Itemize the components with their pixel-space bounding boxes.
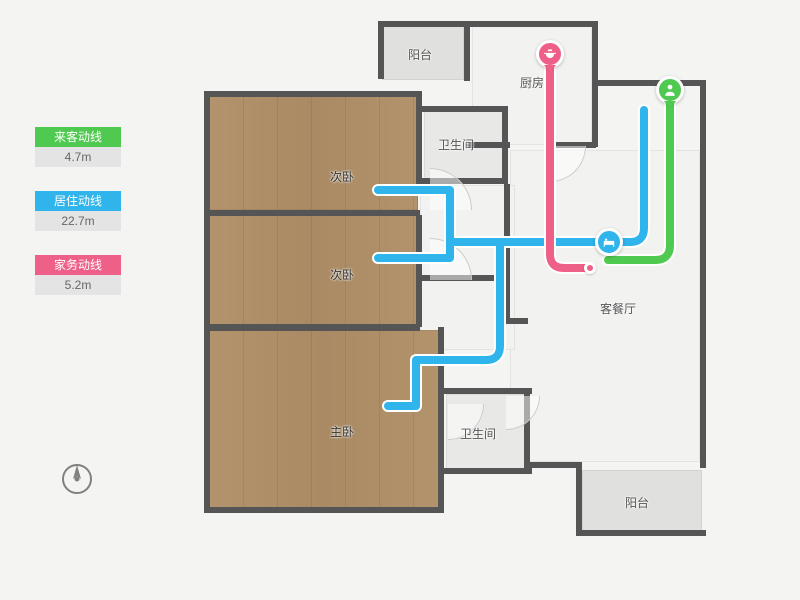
floor-plan: 阳台厨房次卧卫生间次卧客餐厅主卧卫生间阳台 [180,10,750,580]
house-path-end [584,262,596,274]
wall [378,21,468,27]
wall [700,80,706,468]
legend-value: 5.2m [35,275,121,295]
legend: 来客动线 4.7m 居住动线 22.7m 家务动线 5.2m [35,127,121,319]
legend-value: 22.7m [35,211,121,231]
legend-label: 来客动线 [35,127,121,147]
room-bedroom2a [208,95,418,210]
wall [416,91,422,183]
room-label: 卫生间 [438,136,474,153]
legend-label: 居住动线 [35,191,121,211]
wall [504,184,510,324]
room-label: 阳台 [408,46,432,63]
wall [204,507,444,513]
room-label: 主卧 [330,423,354,440]
compass-icon [60,462,94,501]
wall [416,106,508,112]
living-marker [595,228,623,256]
wall [504,318,528,324]
room-master [208,330,440,510]
legend-item-guest: 来客动线 4.7m [35,127,121,167]
wall [438,388,532,394]
wall [204,91,210,511]
room-label: 卫生间 [460,425,496,442]
wall [204,91,420,97]
room-label: 次卧 [330,168,354,185]
legend-item-house: 家务动线 5.2m [35,255,121,295]
house-marker [536,40,564,68]
wall [576,462,582,536]
room-label: 厨房 [520,74,544,91]
room-label: 客餐厅 [600,300,636,317]
wall [530,462,580,468]
room-label: 阳台 [625,494,649,511]
room-bedroom2b [208,215,418,325]
legend-item-living: 居住动线 22.7m [35,191,121,231]
wall [468,142,510,148]
guest-marker [656,76,684,104]
wall [378,21,384,79]
wall [438,468,532,474]
wall [438,327,444,513]
wall [204,324,420,331]
wall [204,210,420,216]
room-label: 次卧 [330,266,354,283]
wall [576,530,706,536]
wall [468,21,596,27]
wall [464,21,470,81]
legend-label: 家务动线 [35,255,121,275]
legend-value: 4.7m [35,147,121,167]
wall [598,80,706,86]
wall [416,215,422,327]
